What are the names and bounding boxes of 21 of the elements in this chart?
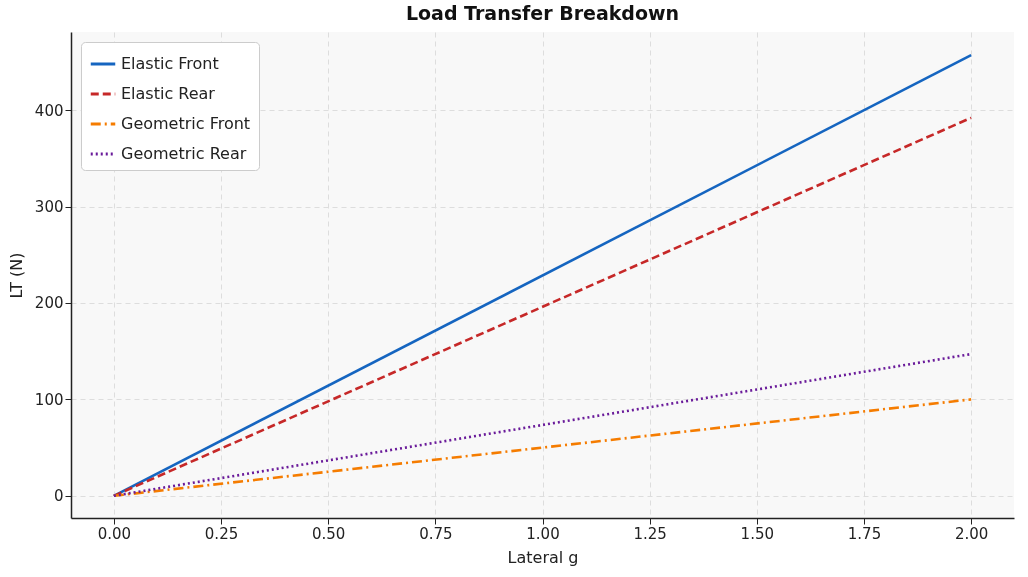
x-tick-label: 0.25 — [204, 524, 239, 543]
x-tick-label: 0.00 — [97, 524, 132, 543]
x-tick-label: 1.25 — [633, 524, 667, 543]
y-tick-label: 400 — [34, 101, 64, 120]
x-tick-label: 1.50 — [740, 524, 775, 543]
x-tick-label: 2.00 — [954, 524, 989, 543]
x-axis-title: Lateral g — [507, 547, 579, 567]
legend-label: Elastic Rear — [121, 84, 216, 103]
x-tick-label: 1.75 — [847, 524, 882, 543]
x-tick-label: 1.00 — [526, 524, 560, 543]
x-tick-label: 0.50 — [311, 524, 346, 543]
legend-label: Geometric Rear — [121, 144, 247, 163]
y-tick-label: 200 — [34, 294, 64, 313]
chart-title: Load Transfer Breakdown — [405, 2, 680, 24]
y-tick-label: 300 — [34, 198, 64, 217]
y-tick-label: 100 — [34, 390, 64, 409]
y-tick-label: 0 — [53, 487, 64, 506]
legend-label: Geometric Front — [121, 114, 251, 133]
x-tick-label: 0.75 — [419, 524, 453, 543]
y-axis-title: LT (N) — [6, 252, 26, 299]
legend-label: Elastic Front — [121, 54, 219, 73]
